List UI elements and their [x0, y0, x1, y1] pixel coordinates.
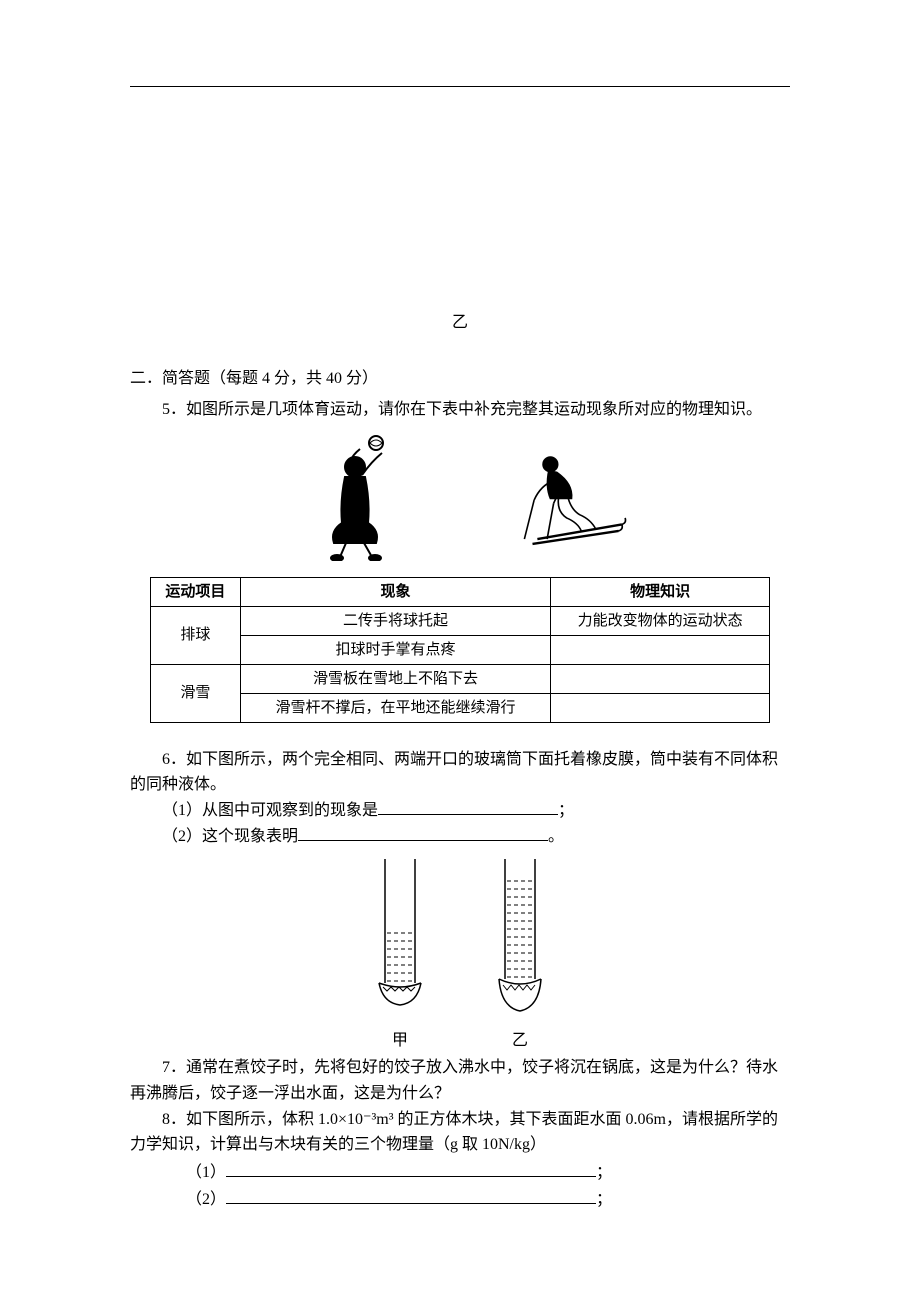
q7-stem: 7．通常在煮饺子时，先将包好的饺子放入沸水中，饺子将沉在锅底，这是为什么？待水再… [130, 1055, 790, 1106]
table-row: 运动项目 现象 物理知识 [151, 577, 770, 606]
cell-phenomenon: 扣球时手掌有点疼 [240, 635, 551, 664]
q8-sub1-label: （1） [186, 1164, 226, 1181]
tube-left [365, 855, 435, 1015]
blank-line [226, 1160, 596, 1177]
q8-sub2-label: （2） [186, 1191, 226, 1208]
col-phenomenon: 现象 [240, 577, 551, 606]
cell-phenomenon: 滑雪杆不撑后，在平地还能继续滑行 [240, 693, 551, 722]
table-row: 排球 二传手将球托起 力能改变物体的运动状态 [151, 606, 770, 635]
q5-stem: 5．如图所示是几项体育运动，请你在下表中补充完整其运动现象所对应的物理知识。 [130, 397, 790, 423]
page: 乙 二．简答题（每题 4 分，共 40 分） 5．如图所示是几项体育运动，请你在… [0, 0, 920, 1302]
q8-sub2: （2） ； [186, 1187, 790, 1213]
tube-left-wrap: 甲 [365, 855, 435, 1053]
cell-knowledge [551, 635, 770, 664]
cell-knowledge: 力能改变物体的运动状态 [551, 606, 770, 635]
tube-right-wrap: 乙 [485, 855, 555, 1053]
tube-right-label: 乙 [485, 1028, 555, 1054]
section-2-heading: 二．简答题（每题 4 分，共 40 分） [130, 366, 790, 392]
q6-sub1: （1）从图中可观察到的现象是 ； [130, 798, 790, 824]
q8-sub1: （1） ； [186, 1160, 790, 1186]
q8-suffix: ； [596, 1191, 612, 1208]
tube-right [485, 855, 555, 1015]
cell-knowledge [551, 664, 770, 693]
q6-sub2-prefix: （2）这个现象表明 [162, 828, 298, 845]
cell-knowledge [551, 693, 770, 722]
q6-sub1-prefix: （1）从图中可观察到的现象是 [162, 802, 378, 819]
col-knowledge: 物理知识 [551, 577, 770, 606]
cell-phenomenon: 滑雪板在雪地上不陷下去 [240, 664, 551, 693]
previous-figure-label: 乙 [130, 310, 790, 336]
cell-sport: 滑雪 [151, 664, 241, 722]
q6-sub1-suffix: ； [558, 802, 574, 819]
cell-sport: 排球 [151, 606, 241, 664]
volleyball-figure [290, 431, 420, 561]
tube-left-label: 甲 [365, 1028, 435, 1054]
top-rule [130, 86, 790, 87]
q8-stem: 8．如下图所示，体积 1.0×10⁻³m³ 的正方体木块，其下表面距水面 0.0… [130, 1107, 790, 1158]
q8-answers: （1） ； （2） ； [130, 1160, 790, 1213]
q6-sub2-suffix: 。 [548, 828, 564, 845]
blank-line [226, 1187, 596, 1204]
table-row: 滑雪 滑雪板在雪地上不陷下去 [151, 664, 770, 693]
blank-line [378, 798, 558, 815]
q6-figures: 甲 [130, 855, 790, 1053]
blank-line [298, 824, 548, 841]
q6-sub2: （2）这个现象表明 。 [130, 824, 790, 850]
table-row: 滑雪杆不撑后，在平地还能继续滑行 [151, 693, 770, 722]
q6-stem: 6．如下图所示，两个完全相同、两端开口的玻璃筒下面托着橡皮膜，筒中装有不同体积的… [130, 747, 790, 798]
table-row: 扣球时手掌有点疼 [151, 635, 770, 664]
q8-suffix: ； [596, 1164, 612, 1181]
q5-figures [130, 431, 790, 561]
cell-phenomenon: 二传手将球托起 [240, 606, 551, 635]
col-sport: 运动项目 [151, 577, 241, 606]
q5-table: 运动项目 现象 物理知识 排球 二传手将球托起 力能改变物体的运动状态 扣球时手… [150, 577, 770, 723]
ski-figure [500, 431, 630, 561]
